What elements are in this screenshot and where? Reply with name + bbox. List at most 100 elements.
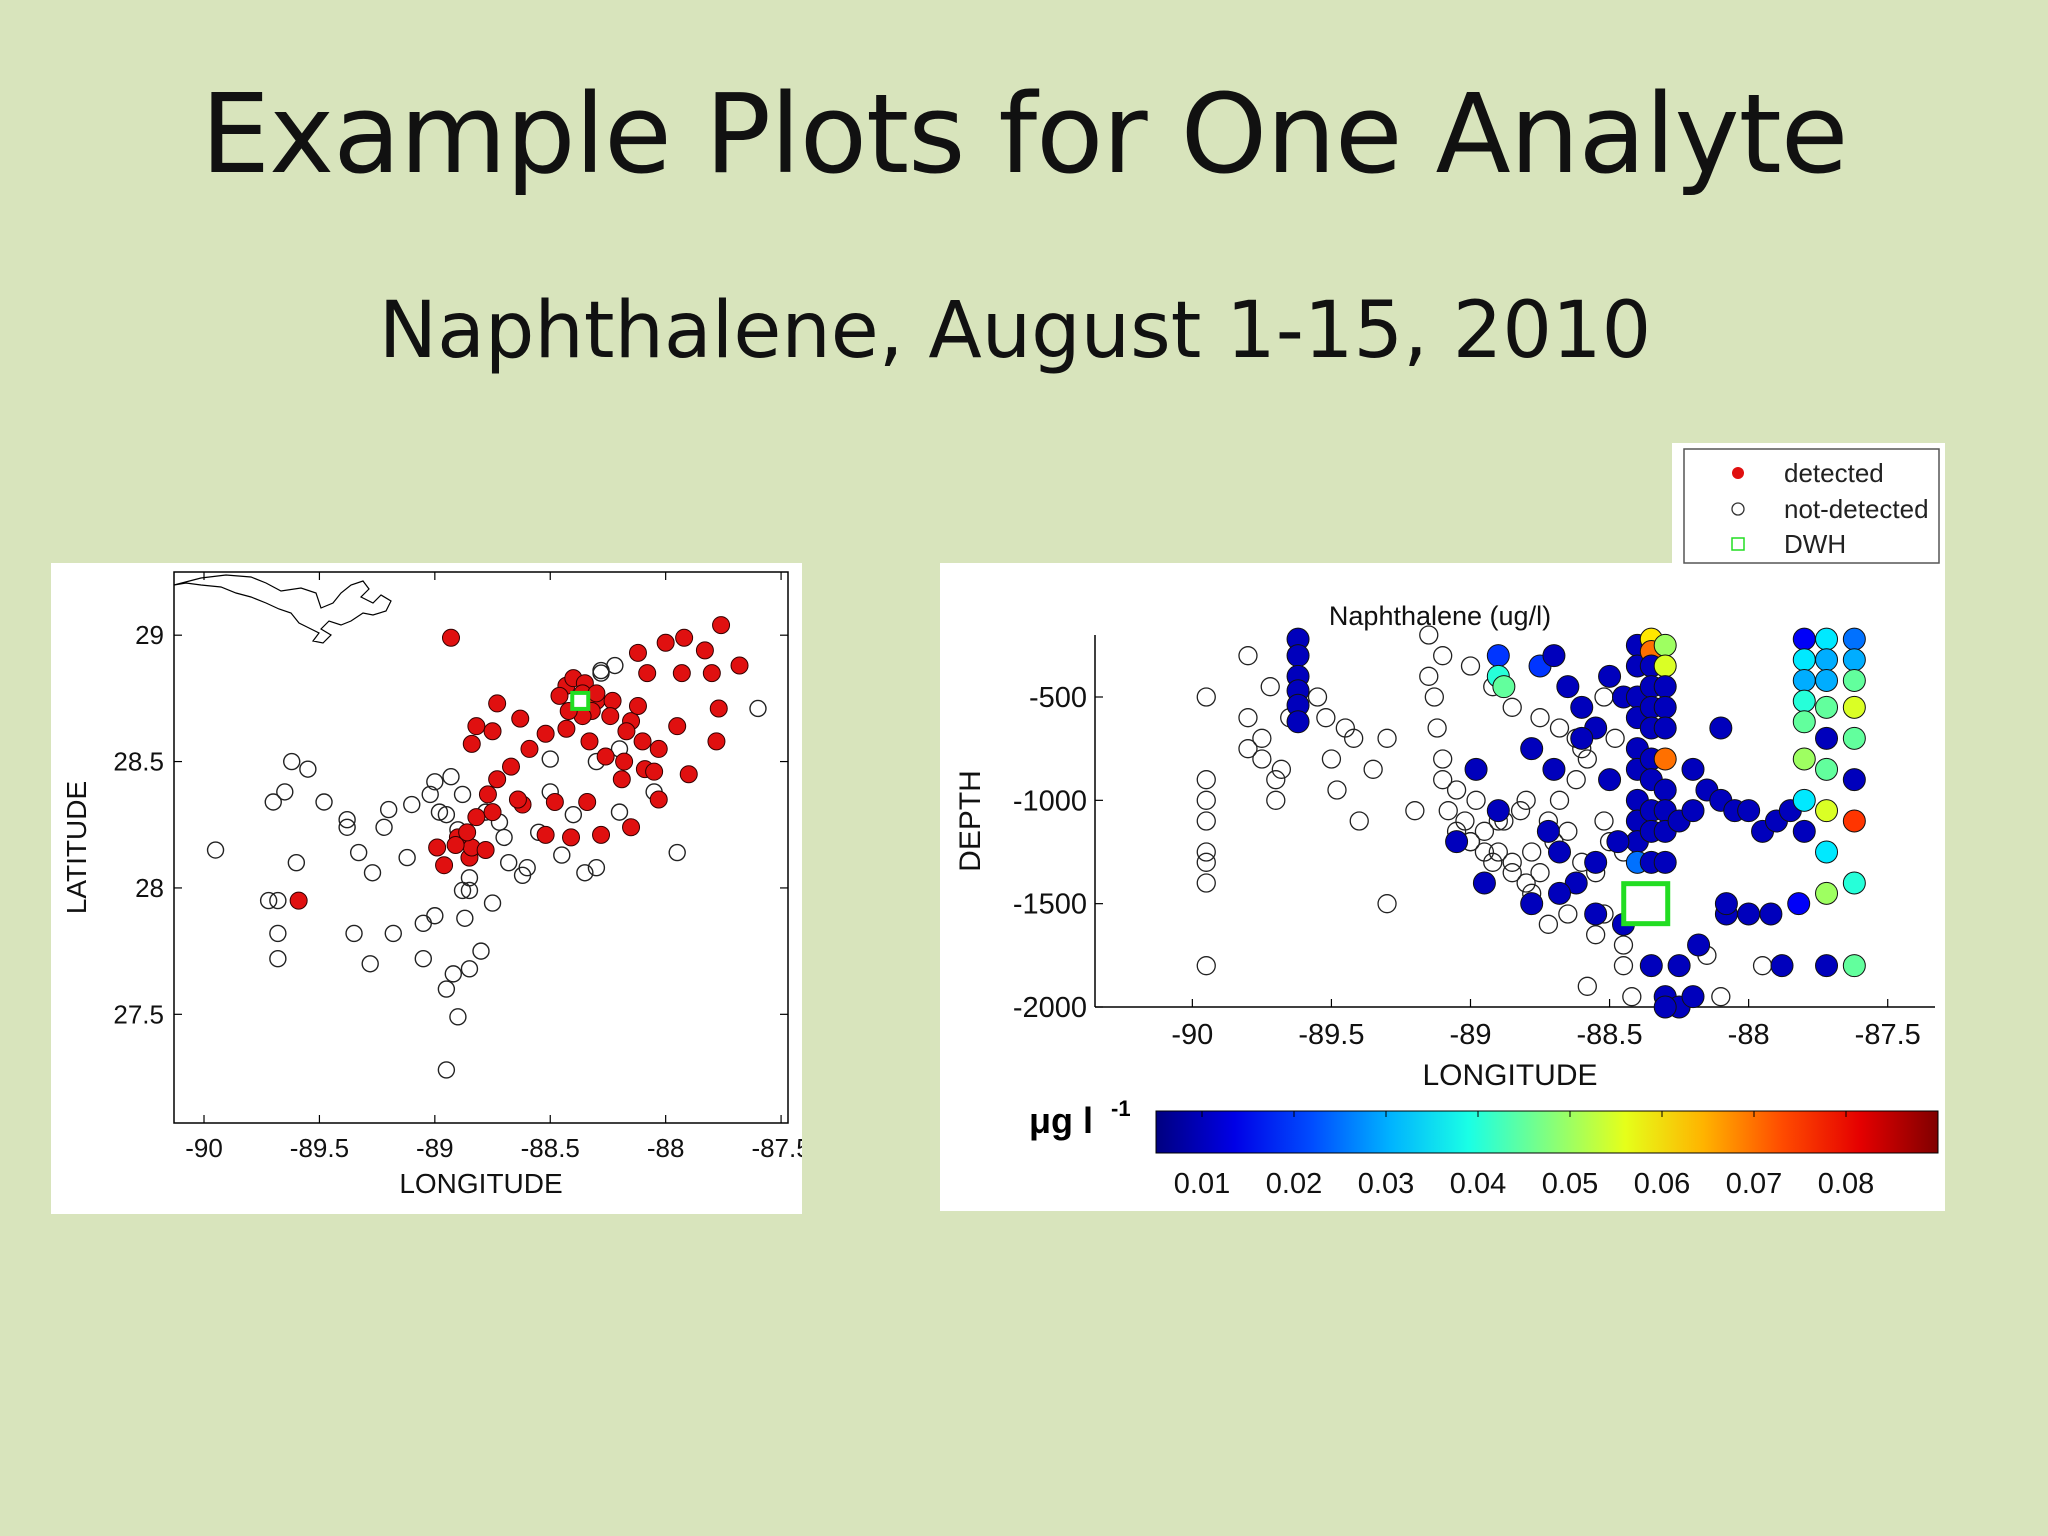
map-point-detected bbox=[617, 722, 636, 741]
depth-point-not-detected bbox=[1586, 925, 1606, 945]
map-point-detected bbox=[508, 790, 527, 809]
depth-point-not-detected bbox=[1424, 687, 1444, 707]
depth-x-tick-label: -88 bbox=[1728, 1019, 1770, 1051]
depth-point-detected bbox=[1542, 757, 1566, 781]
map-point-detected bbox=[483, 722, 502, 741]
depth-point-detected bbox=[1556, 675, 1580, 699]
map-point-detected bbox=[435, 856, 454, 875]
map-point-detected bbox=[656, 633, 675, 652]
map-point-not-detected bbox=[264, 793, 282, 811]
depth-point-detected bbox=[1681, 757, 1705, 781]
depth-point-detected bbox=[1464, 757, 1488, 781]
map-point-not-detected bbox=[513, 866, 532, 885]
map-point-not-detected bbox=[430, 803, 449, 821]
map-point-detected bbox=[649, 790, 668, 809]
depth-point-not-detected bbox=[1260, 677, 1280, 697]
map-point-detected bbox=[467, 717, 486, 736]
depth-point-detected bbox=[1815, 954, 1839, 978]
depth-point-detected bbox=[1653, 654, 1677, 678]
depth-point-not-detected bbox=[1613, 935, 1634, 955]
map-point-detected bbox=[467, 808, 486, 827]
depth-point-detected bbox=[1737, 902, 1761, 926]
map-point-not-detected bbox=[668, 843, 686, 862]
depth-point-detected bbox=[1815, 757, 1839, 781]
depth-point-detected bbox=[1548, 881, 1572, 905]
depth-point-not-detected bbox=[1433, 646, 1453, 666]
map-point-not-detected bbox=[460, 960, 479, 978]
depth-point-detected bbox=[1815, 726, 1839, 750]
depth-point-not-detected bbox=[1446, 780, 1467, 800]
depth-point-detected bbox=[1815, 695, 1839, 719]
map-point-not-detected bbox=[426, 773, 444, 791]
depth-point-detected bbox=[1842, 695, 1866, 719]
depth-point-not-detected bbox=[1196, 790, 1216, 810]
depth-x-tick-label: -88.5 bbox=[1577, 1019, 1643, 1051]
depth-point-detected bbox=[1667, 954, 1691, 978]
map-point-detected bbox=[476, 841, 495, 860]
map-point-not-detected bbox=[338, 818, 356, 836]
map-point-not-detected bbox=[495, 828, 513, 847]
depth-point-detected bbox=[1653, 633, 1677, 657]
map-x-tick-label: -90 bbox=[185, 1133, 223, 1163]
legend-marker-detected bbox=[1732, 467, 1744, 479]
map-point-not-detected bbox=[349, 843, 368, 862]
depth-point-not-detected bbox=[1433, 749, 1453, 769]
depth-point-detected bbox=[1815, 668, 1839, 692]
map-point-not-detected bbox=[610, 803, 629, 821]
depth-point-detected bbox=[1486, 644, 1510, 668]
depth-y-tick-label: -500 bbox=[1029, 682, 1087, 714]
depth-point-not-detected bbox=[1594, 811, 1614, 831]
map-point-not-detected bbox=[444, 965, 463, 983]
colorbar-unit-label: μg l bbox=[1029, 1100, 1093, 1141]
depth-point-detected bbox=[1714, 892, 1738, 916]
map-point-detected bbox=[441, 628, 460, 647]
depth-point-detected bbox=[1770, 954, 1794, 978]
map-point-detected bbox=[601, 707, 620, 726]
map-point-not-detected bbox=[379, 800, 398, 819]
map-point-not-detected bbox=[472, 942, 490, 960]
map-point-detected bbox=[462, 734, 481, 753]
map-point-not-detected bbox=[403, 795, 421, 814]
depth-point-not-detected bbox=[1752, 956, 1773, 976]
depth-point-detected bbox=[1653, 675, 1677, 699]
map-point-detected bbox=[483, 803, 502, 822]
depth-point-not-detected bbox=[1196, 852, 1216, 872]
depth-point-detected bbox=[1842, 809, 1866, 833]
depth-x-tick-label: -87.5 bbox=[1855, 1019, 1921, 1051]
map-y-tick-label: 27.5 bbox=[113, 999, 164, 1029]
depth-point-detected bbox=[1653, 850, 1677, 874]
map-point-detected bbox=[645, 762, 664, 781]
map-y-tick-label: 29 bbox=[135, 620, 164, 650]
map-point-not-detected bbox=[541, 750, 559, 768]
map-y-tick-label: 28.5 bbox=[113, 747, 164, 777]
map-point-not-detected bbox=[414, 950, 432, 968]
depth-x-axis-label: LONGITUDE bbox=[1422, 1059, 1597, 1092]
colorbar-unit-superscript: -1 bbox=[1111, 1096, 1131, 1121]
map-chart-panel: -90 -89.5 -89 -88.5 -88 -87.5 27.5 28 28.5 29 LONG… bbox=[51, 563, 811, 1214]
depth-point-not-detected bbox=[1711, 987, 1731, 1007]
depth-point-detected bbox=[1606, 830, 1630, 854]
map-point-detected bbox=[536, 724, 555, 743]
depth-point-detected bbox=[1598, 768, 1622, 792]
depth-point-not-detected bbox=[1502, 852, 1522, 872]
map-point-not-detected bbox=[361, 955, 379, 973]
legend-frame bbox=[1683, 448, 1940, 564]
map-point-not-detected bbox=[276, 783, 294, 801]
map-point-detected bbox=[668, 717, 687, 736]
map-point-detected bbox=[428, 838, 447, 857]
depth-point-not-detected bbox=[1577, 749, 1597, 769]
depth-point-detected bbox=[1653, 716, 1677, 740]
map-point-not-detected bbox=[259, 891, 278, 910]
depth-point-not-detected bbox=[1433, 770, 1453, 790]
depth-point-not-detected bbox=[1622, 987, 1642, 1007]
map-point-not-detected bbox=[283, 752, 301, 771]
map-x-tick-label: -88.5 bbox=[521, 1133, 580, 1163]
map-x-tick-label: -89 bbox=[416, 1133, 454, 1163]
map-point-detected bbox=[580, 732, 599, 751]
map-point-detected bbox=[603, 691, 622, 710]
map-point-not-detected bbox=[460, 869, 479, 887]
depth-point-detected bbox=[1842, 627, 1866, 651]
depth-point-detected bbox=[1815, 881, 1839, 905]
map-point-detected bbox=[502, 757, 521, 776]
map-point-not-detected bbox=[564, 805, 583, 824]
